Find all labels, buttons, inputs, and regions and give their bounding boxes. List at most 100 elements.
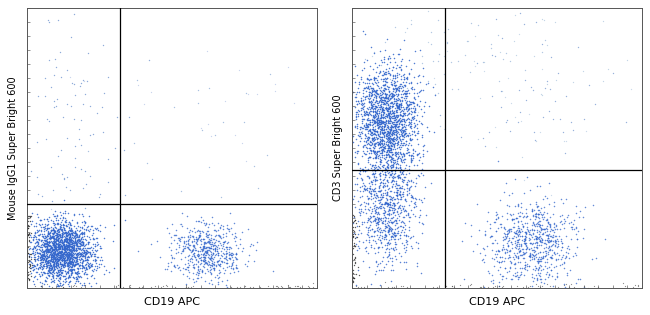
Point: [393, 103, 403, 108]
Point: [384, 146, 395, 151]
Point: [57, 247, 68, 252]
Point: [53, 229, 64, 234]
Point: [362, 109, 372, 114]
Point: [384, 149, 395, 154]
Point: [410, 132, 420, 137]
Point: [382, 245, 392, 250]
Point: [25, 246, 35, 251]
Point: [55, 269, 66, 274]
Point: [534, 222, 545, 227]
Point: [50, 257, 60, 262]
Point: [363, 217, 373, 222]
Point: [41, 248, 51, 253]
Point: [53, 227, 63, 232]
Point: [71, 225, 81, 230]
Point: [61, 217, 72, 222]
Point: [398, 152, 408, 157]
Point: [283, 285, 294, 290]
Point: [25, 263, 35, 268]
Point: [64, 238, 75, 243]
Point: [215, 264, 226, 269]
Point: [396, 124, 407, 129]
Point: [42, 229, 53, 234]
Point: [395, 186, 406, 191]
Point: [350, 92, 361, 97]
Point: [84, 245, 94, 250]
Point: [358, 169, 369, 174]
Point: [229, 236, 239, 241]
Point: [377, 98, 387, 103]
Point: [395, 76, 406, 81]
Point: [369, 104, 380, 109]
Point: [81, 266, 91, 271]
Point: [500, 265, 510, 270]
Point: [75, 243, 85, 248]
Point: [370, 110, 381, 115]
Point: [88, 245, 98, 250]
Point: [443, 27, 454, 32]
Point: [206, 272, 216, 277]
Point: [55, 244, 65, 249]
Point: [386, 126, 396, 131]
Point: [48, 226, 58, 232]
Point: [384, 141, 395, 146]
Point: [368, 168, 378, 173]
Point: [549, 222, 559, 227]
Point: [57, 254, 68, 259]
Point: [525, 240, 536, 245]
Point: [549, 243, 560, 249]
Point: [380, 156, 390, 161]
Point: [57, 261, 67, 266]
Point: [68, 243, 78, 248]
Point: [82, 259, 92, 264]
Point: [378, 119, 389, 124]
Point: [209, 237, 219, 242]
Point: [360, 125, 370, 130]
Point: [44, 57, 55, 62]
Point: [73, 236, 83, 241]
Point: [55, 250, 65, 255]
Point: [56, 249, 66, 255]
Point: [404, 150, 414, 155]
Point: [70, 238, 81, 243]
Point: [386, 140, 396, 145]
Point: [86, 263, 96, 268]
Point: [541, 233, 552, 238]
Point: [262, 152, 272, 158]
Point: [390, 140, 400, 146]
Point: [380, 218, 390, 223]
Point: [369, 77, 379, 82]
Point: [386, 137, 396, 142]
Point: [62, 247, 72, 252]
Point: [177, 265, 188, 270]
Point: [49, 263, 60, 268]
Point: [183, 237, 193, 242]
Point: [206, 250, 216, 255]
Point: [393, 106, 404, 112]
Point: [46, 255, 56, 260]
Point: [514, 230, 525, 235]
Point: [384, 204, 395, 209]
Point: [373, 245, 384, 250]
Point: [49, 238, 59, 243]
Point: [387, 258, 397, 263]
Point: [500, 234, 511, 239]
Point: [46, 244, 56, 249]
Point: [46, 228, 56, 233]
Point: [51, 263, 61, 268]
Point: [525, 251, 536, 256]
Point: [73, 239, 83, 244]
Point: [408, 129, 419, 135]
Point: [24, 215, 34, 220]
Point: [46, 279, 56, 284]
Point: [374, 200, 384, 205]
Point: [511, 231, 521, 236]
Point: [400, 213, 411, 218]
Point: [50, 208, 60, 213]
Point: [352, 102, 362, 107]
Point: [61, 258, 72, 263]
Point: [367, 86, 378, 91]
Point: [59, 255, 70, 260]
Point: [354, 80, 364, 85]
Point: [396, 109, 406, 114]
